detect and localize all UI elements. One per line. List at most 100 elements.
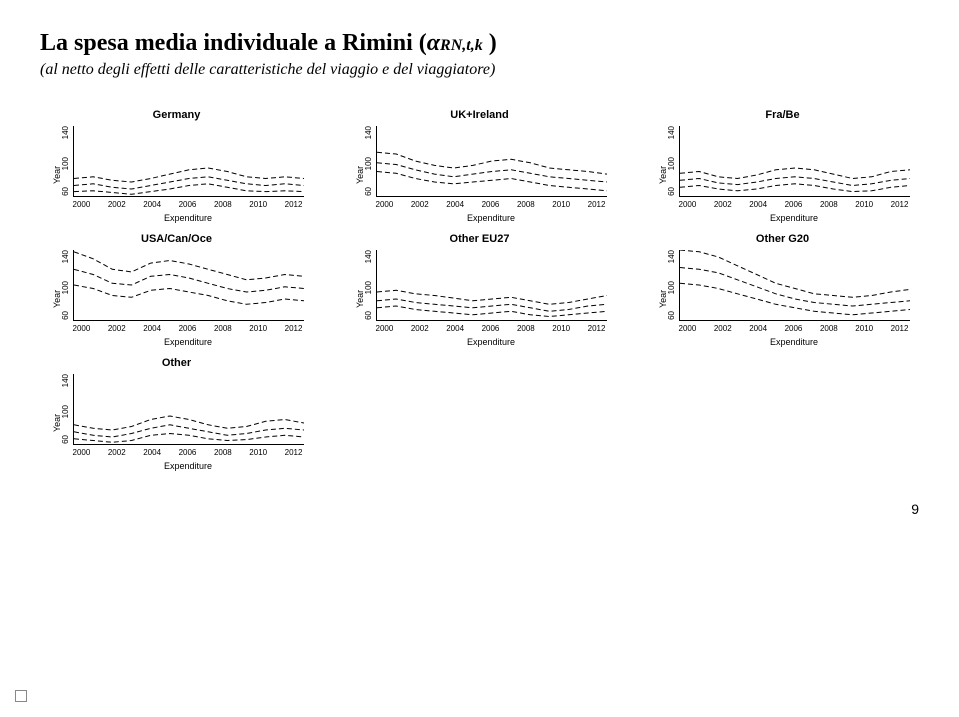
xtick-label: 2002 <box>714 324 732 333</box>
chart-title: Germany <box>153 109 201 121</box>
xtick-label: 2010 <box>249 324 267 333</box>
ytick-label: 140 <box>365 126 373 139</box>
chart-panel: Other Year 14010060 20002002200420062008… <box>40 357 313 471</box>
chart-panel: Other EU27 Year 14010060 200020022004200… <box>343 233 616 347</box>
xtick-label: 2002 <box>411 200 429 209</box>
x-axis-ticks: 2000200220042006200820102012 <box>73 445 303 457</box>
xtick-label: 2006 <box>179 448 197 457</box>
xtick-label: 2010 <box>249 200 267 209</box>
y-axis-label: Year <box>50 250 62 347</box>
y-axis-ticks: 140 100 60 <box>62 250 73 320</box>
chart-title: UK+Ireland <box>450 109 508 121</box>
ytick-label: 140 <box>365 250 373 263</box>
xtick-label: 2000 <box>73 324 91 333</box>
xtick-label: 2004 <box>143 200 161 209</box>
xtick-label: 2012 <box>285 200 303 209</box>
ytick-label: 140 <box>62 126 70 139</box>
xtick-label: 2012 <box>588 200 606 209</box>
ytick-label: 60 <box>62 187 70 196</box>
chart-svg <box>680 126 910 196</box>
x-axis-ticks: 2000200220042006200820102012 <box>376 321 606 333</box>
chart-panel: Germany Year 14010060 200020022004200620… <box>40 109 313 223</box>
xtick-label: 2000 <box>679 324 697 333</box>
ytick-label: 100 <box>62 157 70 170</box>
ytick-label: 100 <box>365 281 373 294</box>
xtick-label: 2004 <box>143 324 161 333</box>
chart-panel: Other G20 Year 14010060 2000200220042006… <box>646 233 919 347</box>
ytick-label: 100 <box>62 281 70 294</box>
ytick-label: 140 <box>62 250 70 263</box>
plot-area <box>679 250 910 321</box>
xtick-label: 2006 <box>482 200 500 209</box>
page-title: La spesa media individuale a Rimini (αRN… <box>40 30 919 57</box>
xtick-label: 2008 <box>214 448 232 457</box>
ytick-label: 60 <box>62 311 70 320</box>
plot-area <box>73 250 304 321</box>
xtick-label: 2010 <box>552 200 570 209</box>
x-axis-label: Expenditure <box>73 461 304 471</box>
ytick-label: 60 <box>365 311 373 320</box>
xtick-label: 2010 <box>855 324 873 333</box>
chart-title: Other <box>162 357 191 369</box>
x-axis-ticks: 2000200220042006200820102012 <box>73 321 303 333</box>
chart-svg <box>74 250 304 320</box>
chart-panel: UK+Ireland Year 14010060 200020022004200… <box>343 109 616 223</box>
xtick-label: 2004 <box>143 448 161 457</box>
chart-panel: USA/Can/Oce Year 140 100 60 2000 2002 2004 20… <box>40 233 313 347</box>
xtick-label: 2002 <box>108 324 126 333</box>
y-axis-ticks: 14010060 <box>365 126 376 196</box>
ytick-label: 140 <box>668 250 676 263</box>
x-axis-ticks: 2000200220042006200820102012 <box>73 197 303 209</box>
y-axis-label: Year <box>656 250 668 347</box>
xtick-label: 2010 <box>855 200 873 209</box>
xtick-label: 2006 <box>785 200 803 209</box>
xtick-label: 2004 <box>749 200 767 209</box>
x-axis-ticks: 2000200220042006200820102012 <box>679 197 909 209</box>
chart-panel: Fra/Be Year 14010060 2000200220042006200… <box>646 109 919 223</box>
plot-area <box>376 250 607 321</box>
xtick-label: 2000 <box>376 324 394 333</box>
y-axis-ticks: 140 100 60 <box>365 250 376 320</box>
xtick-label: 2002 <box>411 324 429 333</box>
x-axis-label: Expenditure <box>73 213 304 223</box>
title-suffix: ) <box>483 30 497 56</box>
xtick-label: 2008 <box>820 200 838 209</box>
xtick-label: 2008 <box>214 200 232 209</box>
title-prefix: La spesa media individuale a Rimini ( <box>40 30 427 56</box>
xtick-label: 2002 <box>108 200 126 209</box>
xtick-label: 2004 <box>749 324 767 333</box>
xtick-label: 2006 <box>179 200 197 209</box>
title-alpha: α <box>427 30 440 56</box>
xtick-label: 2002 <box>714 200 732 209</box>
ytick-label: 100 <box>668 157 676 170</box>
chart-svg <box>377 126 607 196</box>
page-subtitle: (al netto degli effetti delle caratteris… <box>40 61 919 79</box>
xtick-label: 2012 <box>285 324 303 333</box>
charts-grid: Germany Year 140 100 60 2000 2002 2004 2006 20… <box>40 109 919 471</box>
chart-title: Other EU27 <box>450 233 510 245</box>
xtick-label: 2012 <box>891 324 909 333</box>
ytick-label: 140 <box>62 374 70 387</box>
ytick-label: 60 <box>62 435 70 444</box>
x-axis-label: Expenditure <box>679 213 910 223</box>
y-axis-label: Year <box>353 126 365 223</box>
y-axis-label: Year <box>50 374 62 471</box>
y-axis-label: Year <box>50 126 62 223</box>
chart-svg <box>74 126 304 196</box>
y-axis-ticks: 14010060 <box>668 250 679 320</box>
ytick-label: 100 <box>668 281 676 294</box>
xtick-label: 2006 <box>179 324 197 333</box>
y-axis-ticks: 14010060 <box>62 374 73 444</box>
xtick-label: 2004 <box>446 324 464 333</box>
xtick-label: 2008 <box>820 324 838 333</box>
plot-area <box>73 126 304 197</box>
plot-area <box>376 126 607 197</box>
y-axis-label: Year <box>656 126 668 223</box>
xtick-label: 2006 <box>482 324 500 333</box>
y-axis-ticks: 140 100 60 <box>62 126 73 196</box>
y-axis-ticks: 14010060 <box>668 126 679 196</box>
chart-title: Other G20 <box>756 233 809 245</box>
x-axis-label: Expenditure <box>73 337 304 347</box>
x-axis-ticks: 2000200220042006200820102012 <box>376 197 606 209</box>
chart-title: USA/Can/Oce <box>141 233 212 245</box>
